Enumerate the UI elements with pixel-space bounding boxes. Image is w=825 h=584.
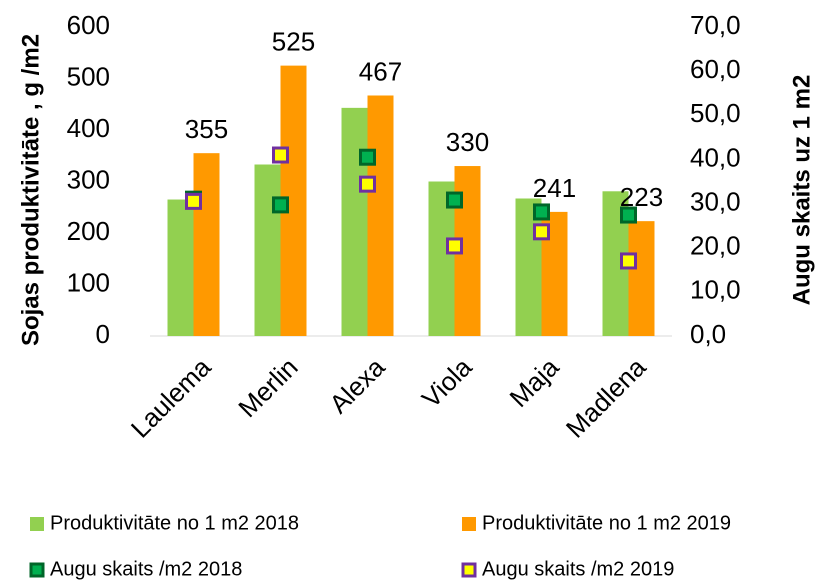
x-tick-label: Madlena [560, 352, 652, 444]
bar [254, 164, 281, 336]
legend-label: Produktivitāte no 1 m2 2019 [482, 512, 731, 534]
marker [620, 252, 637, 270]
legend-swatch [461, 562, 477, 578]
y2-tick-label: 40,0 [690, 142, 741, 172]
bar [628, 221, 655, 336]
bar [167, 199, 194, 336]
y-tick-label: 100 [67, 267, 110, 297]
marker [533, 203, 550, 221]
x-tick-label: Alexa [323, 352, 391, 420]
legend-label: Produktivitāte no 1 m2 2018 [50, 512, 299, 534]
y-tick-label: 0 [96, 319, 110, 349]
legend-label: Augu skaits /m2 2018 [50, 558, 242, 580]
y-tick-label: 500 [67, 61, 110, 91]
marker [620, 206, 637, 224]
y-tick-label: 400 [67, 113, 110, 143]
x-tick-label: Merlin [232, 352, 303, 423]
bar [193, 153, 220, 336]
data-label: 525 [272, 27, 315, 57]
x-tick-label: Viola [416, 352, 478, 414]
marker [446, 191, 463, 209]
bar [515, 198, 542, 336]
x-tick-label: Maja [504, 352, 565, 413]
data-label: 330 [446, 127, 489, 157]
bar [367, 95, 394, 337]
x-tick-label: Laulema [125, 352, 217, 444]
legend-swatch [30, 517, 44, 531]
y2-tick-label: 70,0 [690, 10, 741, 40]
marker [272, 146, 289, 164]
y-tick-label: 600 [67, 10, 110, 40]
data-label: 241 [533, 173, 576, 203]
marker [359, 175, 376, 193]
y2-tick-label: 50,0 [690, 98, 741, 128]
y2-axis-title: Augu skaits uz 1 m2 [788, 75, 815, 306]
marker [533, 223, 550, 241]
y-tick-label: 200 [67, 216, 110, 246]
marker [359, 148, 376, 166]
y2-tick-label: 20,0 [690, 231, 741, 261]
marker [272, 196, 289, 214]
y-axis-title: Sojas produktivitāte , g /m2 [17, 34, 44, 346]
y-tick-label: 300 [67, 164, 110, 194]
legend-swatch [462, 517, 476, 531]
y2-tick-label: 30,0 [690, 186, 741, 216]
legend-label: Augu skaits /m2 2019 [482, 558, 674, 580]
data-label: 355 [185, 114, 228, 144]
y2-tick-label: 60,0 [690, 54, 741, 84]
marker [185, 192, 202, 210]
marker [446, 237, 463, 255]
y2-tick-label: 0,0 [690, 319, 726, 349]
bar [341, 107, 368, 336]
legend-swatch [29, 562, 45, 578]
y2-tick-label: 10,0 [690, 275, 741, 305]
data-label: 467 [359, 56, 402, 86]
